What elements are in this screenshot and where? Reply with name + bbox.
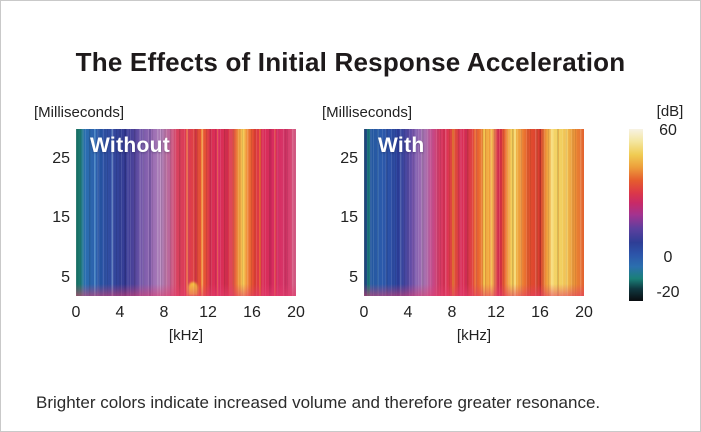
y-tick-label: 25 [340,149,358,167]
heatmap-streak [159,129,162,296]
heatmap-streak [566,129,569,296]
spectrogram-with: [Milliseconds] With 25 15 5 0 4 8 12 16 20 [kHz… [317,101,597,349]
y-axis-unit-label: [Milliseconds] [34,104,125,121]
figure-title: The Effects of Initial Response Accelera… [75,47,626,78]
colorbar-tick-label: 60 [659,122,677,139]
colorbar-gradient [629,129,643,301]
heatmap-plot [364,129,584,296]
heatmap-streak [452,129,454,296]
heatmap-streak [210,129,212,296]
x-tick-label: 4 [403,304,413,321]
colorbar-unit-label: [dB] [656,103,684,120]
heatmap-streak [93,129,96,296]
heatmap-streak [194,129,197,296]
colorbar-tick-label: -20 [656,284,680,301]
x-axis-unit-label: [kHz] [456,327,492,344]
heatmap-texture [76,129,296,296]
y-tick-label: 5 [349,269,358,287]
heatmap-texture [364,129,584,296]
y-tick-label: 25 [52,149,70,167]
y-axis-unit-label: [Milliseconds] [322,104,413,121]
x-tick-label: 16 [531,304,549,321]
heatmap-streak [482,129,485,296]
heatmap-streak [430,129,432,296]
y-tick-label: 5 [61,269,70,287]
heatmap-streak [412,129,414,296]
heatmap-streak [216,129,219,296]
heatmap-streak [577,129,580,296]
heatmap-streaks [76,129,296,296]
heatmap-streak [526,129,529,296]
heatmap-texture [364,129,584,296]
y-tick-label: 15 [340,209,358,227]
heatmap-streak [500,129,503,296]
spectrogram-without: [Milliseconds] Without 25 15 5 0 4 8 12 16 20 [… [29,101,309,349]
heatmap-streak [367,129,371,296]
x-tick-label: 20 [287,304,305,321]
x-tick-label: 4 [115,304,125,321]
heatmap-streak [124,129,127,296]
heatmap-streak [465,129,468,296]
heatmap-plot [76,129,296,296]
heatmap-streak [535,129,538,296]
x-tick-label: 16 [243,304,261,321]
heatmap-streak [269,129,272,296]
heatmap-texture [76,129,296,296]
heatmap-streak [507,129,509,296]
heatmap-streak [557,129,560,296]
heatmap-streak [474,129,476,296]
figure-caption: Brighter colors indicate increased volum… [36,393,601,412]
condition-label-with: With [378,134,425,157]
heatmap-streak [100,129,103,296]
heatmap-streak [443,129,446,296]
heatmap-streak [225,129,228,296]
heatmap-streak [377,129,379,296]
colorbar: [dB] 60 0 -20 [629,101,700,351]
heatmap-streak [513,129,516,296]
heatmap-bottom-glow [364,284,584,296]
heatmap-streak [386,129,388,296]
x-axis-unit-label: [kHz] [168,327,204,344]
heatmap-streak [489,129,491,296]
heatmap-streak [285,129,287,296]
x-tick-label: 8 [159,304,169,321]
x-tick-label: 8 [447,304,457,321]
x-tick-label: 12 [199,304,217,321]
colorbar-tick-label: 0 [663,249,673,266]
heatmap-streak [139,129,142,296]
heatmap-streak [168,129,171,296]
x-tick-label: 12 [487,304,505,321]
heatmap-streak [397,129,399,296]
heatmap-streak [274,129,276,296]
heatmap-streak [540,129,541,296]
x-tick-label: 0 [359,304,369,321]
heatmap-streak [258,129,261,296]
heatmap-streak [148,129,151,296]
heatmap-streak [230,129,232,296]
heatmap-streaks [364,129,584,296]
heatmap-streak [551,129,553,296]
x-tick-label: 0 [71,304,81,321]
condition-label-without: Without [90,134,171,157]
y-tick-label: 15 [52,209,70,227]
heatmap-streak [111,129,113,296]
heatmap-streak [201,129,204,296]
heatmap-streak [421,129,423,296]
heatmap-bottom-glow [76,284,296,296]
x-tick-label: 20 [575,304,593,321]
heatmap-streak [186,129,188,296]
